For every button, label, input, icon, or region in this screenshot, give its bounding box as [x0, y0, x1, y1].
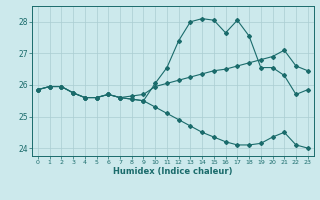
X-axis label: Humidex (Indice chaleur): Humidex (Indice chaleur) — [113, 167, 233, 176]
